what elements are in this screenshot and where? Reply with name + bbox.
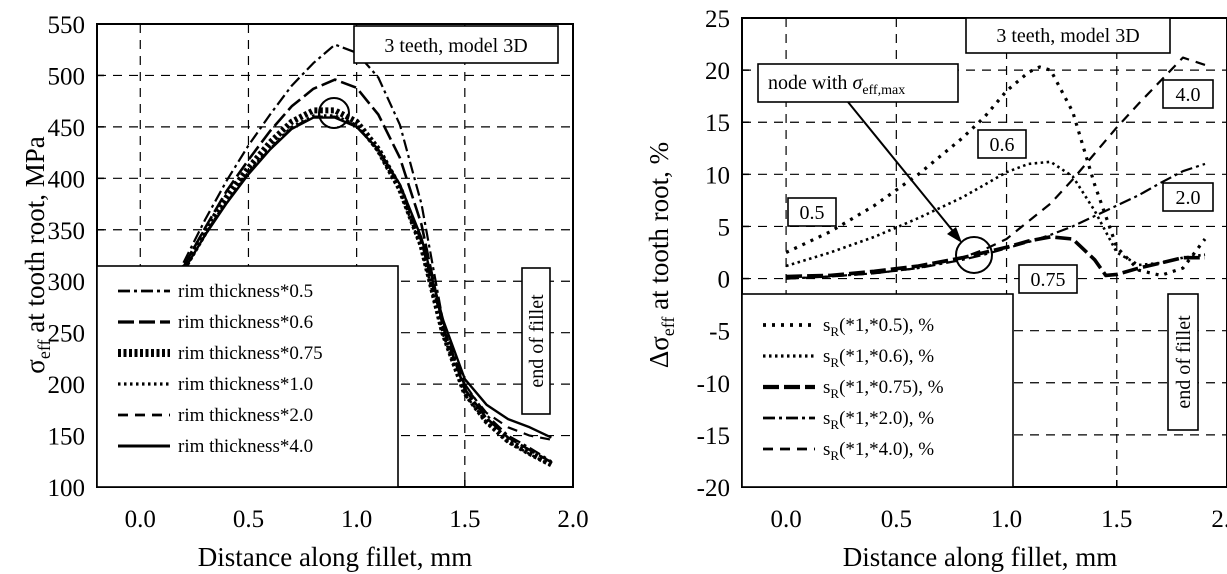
right-node-box	[757, 63, 959, 103]
right-fillet-label: end of fillet	[1173, 315, 1195, 409]
left-legend-label-1: rim thickness*0.6	[178, 312, 313, 333]
left-series-line-3	[182, 114, 553, 467]
right-model-label: 3 teeth, model 3D	[996, 25, 1139, 47]
right-xtick-label-1-0: 1.0	[991, 506, 1022, 533]
left-xtick-label-0-0: 0.0	[125, 506, 156, 533]
right-ytick-label-25: 25	[705, 6, 730, 33]
curve-label-box-0-6	[977, 129, 1027, 159]
left-series-line-0	[182, 43, 552, 463]
curve-label-2-0: 2.0	[1176, 187, 1201, 209]
left-series-line-5	[182, 116, 552, 439]
left-series-line-1	[182, 78, 553, 464]
curve-label-box-0-75	[1018, 264, 1078, 294]
right-series-line-3	[786, 162, 1206, 280]
right-chart-ticks: -20 -15 -10 -5 0 5 10 15 20 25 0.0 0.5 1.0 1.5 2.0	[697, 6, 1227, 533]
left-fillet-label: end of fillet	[526, 294, 548, 388]
left-ytick-label-300: 300	[48, 269, 86, 296]
curve-label-0-6: 0.6	[990, 134, 1015, 156]
right-chart-series	[785, 56, 1207, 280]
left-legend-label-2: rim thickness*0.75	[178, 343, 323, 364]
left-xtick-label-2-0: 2.0	[557, 506, 588, 533]
left-x-axis-label: Distance along fillet, mm	[198, 542, 472, 572]
right-series-line-0	[785, 65, 1207, 277]
right-node-arrow	[847, 101, 958, 237]
right-max-node-marker	[955, 236, 993, 274]
curve-label-box-2-0	[1162, 182, 1214, 212]
curve-label-4-0: 4.0	[1176, 84, 1201, 106]
left-ytick-label-550: 550	[48, 12, 86, 39]
right-ytick-label-20: 20	[705, 58, 730, 85]
left-chart-series	[180, 43, 553, 468]
right-series-line-4	[786, 56, 1206, 280]
left-fillet-box	[521, 267, 551, 415]
right-ytick-label-15: 15	[705, 110, 730, 137]
right-chart: -20 -15 -10 -5 0 5 10 15 20 25 0.0 0.5 1.0 1.5 2.0 3 t…	[644, 6, 1227, 572]
right-chart-legend: sR(*1,*0.5), % sR(*1,*0.6), % sR(*1,*0.75)…	[741, 293, 1014, 488]
right-fillet-box	[1167, 293, 1199, 431]
right-node-label: node with σeff,max	[768, 72, 905, 98]
left-ytick-label-400: 400	[48, 166, 86, 193]
left-y-axis-label: σeff at tooth root, MPa	[20, 136, 54, 373]
right-series-line-2	[786, 235, 1205, 279]
right-legend-label-2: sR(*1,*0.75), %	[823, 377, 944, 401]
left-chart-legend: rim thickness*0.5 rim thickness*0.6 rim th…	[96, 265, 399, 488]
right-ytick-label-0: 0	[718, 267, 731, 294]
left-ytick-label-150: 150	[48, 424, 86, 451]
curve-label-0-5: 0.5	[800, 202, 825, 224]
curve-label-0-75: 0.75	[1031, 269, 1066, 291]
left-ytick-label-350: 350	[48, 218, 86, 245]
left-legend-label-5: rim thickness*4.0	[178, 436, 313, 457]
left-ytick-label-200: 200	[48, 372, 86, 399]
right-legend-label-3: sR(*1,*2.0), %	[823, 408, 934, 432]
right-xtick-label-1-5: 1.5	[1101, 506, 1132, 533]
left-chart: 100 150 200 250 300 350 400 450 500 550 0.0 0.5 1.0 1…	[20, 12, 589, 572]
left-xtick-label-1-0: 1.0	[341, 506, 372, 533]
right-ytick-label-15: -15	[697, 423, 730, 450]
right-ytick-label-5: -5	[709, 319, 730, 346]
left-ytick-label-500: 500	[48, 63, 86, 90]
curve-label-box-4-0	[1162, 79, 1214, 109]
left-xtick-label-0-5: 0.5	[233, 506, 264, 533]
right-ytick-label-20: -20	[697, 475, 730, 502]
left-xtick-label-1-5: 1.5	[449, 506, 480, 533]
right-xtick-label-2-0: 2.0	[1211, 506, 1227, 533]
right-xtick-label-0-5: 0.5	[881, 506, 912, 533]
left-legend-label-0: rim thickness*0.5	[178, 281, 313, 302]
left-ytick-label-250: 250	[48, 321, 86, 348]
right-legend-label-0: sR(*1,*0.5), %	[823, 315, 934, 339]
right-xtick-label-0-0: 0.0	[770, 506, 801, 533]
left-legend-box	[96, 265, 399, 488]
left-model-box	[353, 25, 559, 64]
right-node-arrowhead	[947, 227, 962, 243]
curve-label-box-0-5	[787, 197, 837, 227]
right-x-axis-label: Distance along fillet, mm	[843, 542, 1117, 572]
left-legend-label-3: rim thickness*1.0	[178, 374, 313, 395]
left-ytick-label-100: 100	[48, 475, 86, 502]
left-max-node-marker	[318, 97, 350, 129]
right-legend-label-1: sR(*1,*0.6), %	[823, 346, 934, 370]
left-legend-label-4: rim thickness*2.0	[178, 405, 313, 426]
right-ytick-label-10: -10	[697, 371, 730, 398]
left-chart-ticks: 100 150 200 250 300 350 400 450 500 550 0.0 0.5 1.0 1…	[48, 12, 589, 533]
right-legend-box	[741, 293, 1014, 488]
right-model-box	[965, 17, 1171, 54]
left-ytick-label-450: 450	[48, 115, 86, 142]
right-ytick-label-10: 10	[705, 162, 730, 189]
right-legend-label-4: sR(*1,*4.0), %	[823, 439, 934, 463]
left-model-label: 3 teeth, model 3D	[384, 35, 527, 57]
right-ytick-label-5: 5	[718, 214, 731, 241]
right-y-axis-label: Δσeff at tooth root, %	[644, 142, 678, 368]
